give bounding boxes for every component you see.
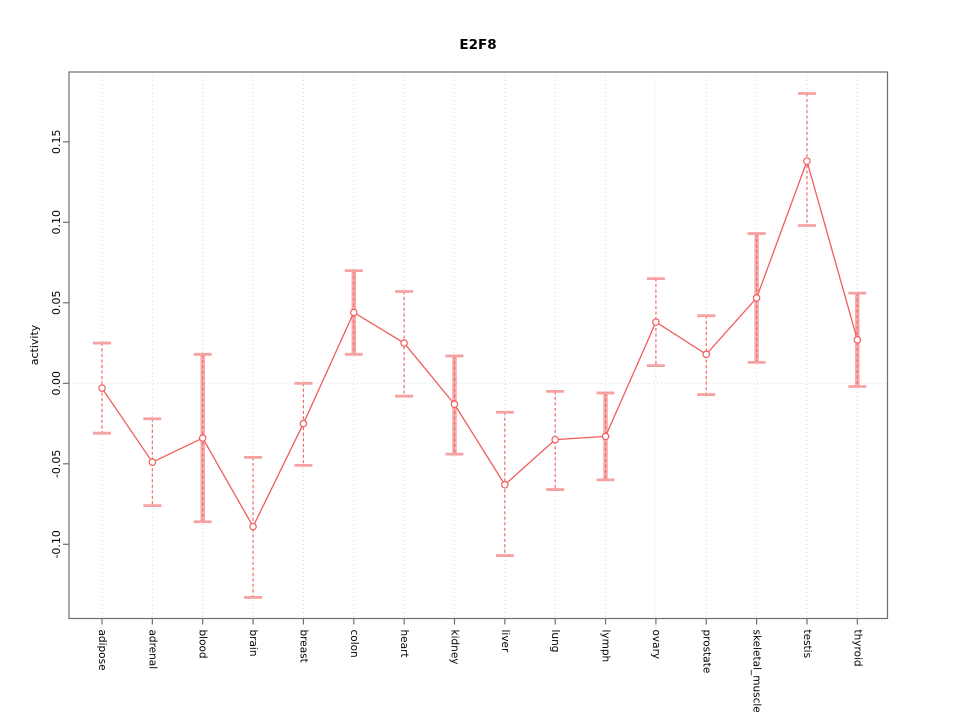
y-tick-label: 0.15 <box>50 130 63 155</box>
y-tick-label: 0.00 <box>50 371 63 396</box>
x-tick-label: kidney <box>448 630 460 665</box>
data-point <box>148 458 157 466</box>
data-point <box>501 480 509 489</box>
x-tick-label: brain <box>247 630 259 657</box>
data-point <box>853 336 862 344</box>
x-tick-label: skeletal_muscle <box>751 630 763 713</box>
data-point <box>299 419 308 428</box>
series-line <box>101 159 858 528</box>
data-point <box>551 435 559 444</box>
data-point <box>450 400 459 409</box>
x-tick-label: ovary <box>650 630 662 660</box>
y-tick-label: 0.10 <box>50 210 63 235</box>
y-tick-label: -0.10 <box>50 530 63 558</box>
data-point <box>400 339 408 347</box>
x-tick-label: breast <box>297 630 309 663</box>
x-tick-label: colon <box>348 630 360 658</box>
data-point <box>652 318 660 326</box>
data-point <box>601 432 610 441</box>
data-point <box>198 434 207 442</box>
data-point <box>249 522 257 531</box>
x-tick-label: adipose <box>96 630 108 671</box>
x-tick-label: prostate <box>700 630 712 674</box>
y-tick-label: -0.05 <box>50 450 63 478</box>
x-tick-label: lymph <box>600 630 612 663</box>
plot-frame <box>68 71 889 620</box>
x-tick-label: blood <box>197 630 209 659</box>
grid-layer <box>69 72 888 619</box>
x-tick-label: heart <box>398 630 410 658</box>
data-point <box>349 308 358 317</box>
label-layer: adipose adrenal blood brain breast colon heart… <box>50 130 863 713</box>
data-point <box>752 294 761 302</box>
chart-title: E2F8 <box>459 37 496 53</box>
data-point <box>702 350 711 359</box>
errorbar-layer <box>93 92 867 599</box>
data-point <box>803 157 811 165</box>
x-tick-label: thyroid <box>851 630 863 667</box>
series-layer <box>101 159 858 528</box>
x-tick-label: lung <box>549 630 561 653</box>
axis-layer <box>63 71 889 625</box>
x-tick-label: testis <box>801 630 813 659</box>
x-tick-label: liver <box>499 630 511 654</box>
point-layer <box>98 157 862 531</box>
y-tick-label: 0.05 <box>50 291 63 316</box>
y-axis-label: activity <box>28 324 41 365</box>
data-point <box>98 384 106 392</box>
x-tick-label: adrenal <box>146 630 158 670</box>
